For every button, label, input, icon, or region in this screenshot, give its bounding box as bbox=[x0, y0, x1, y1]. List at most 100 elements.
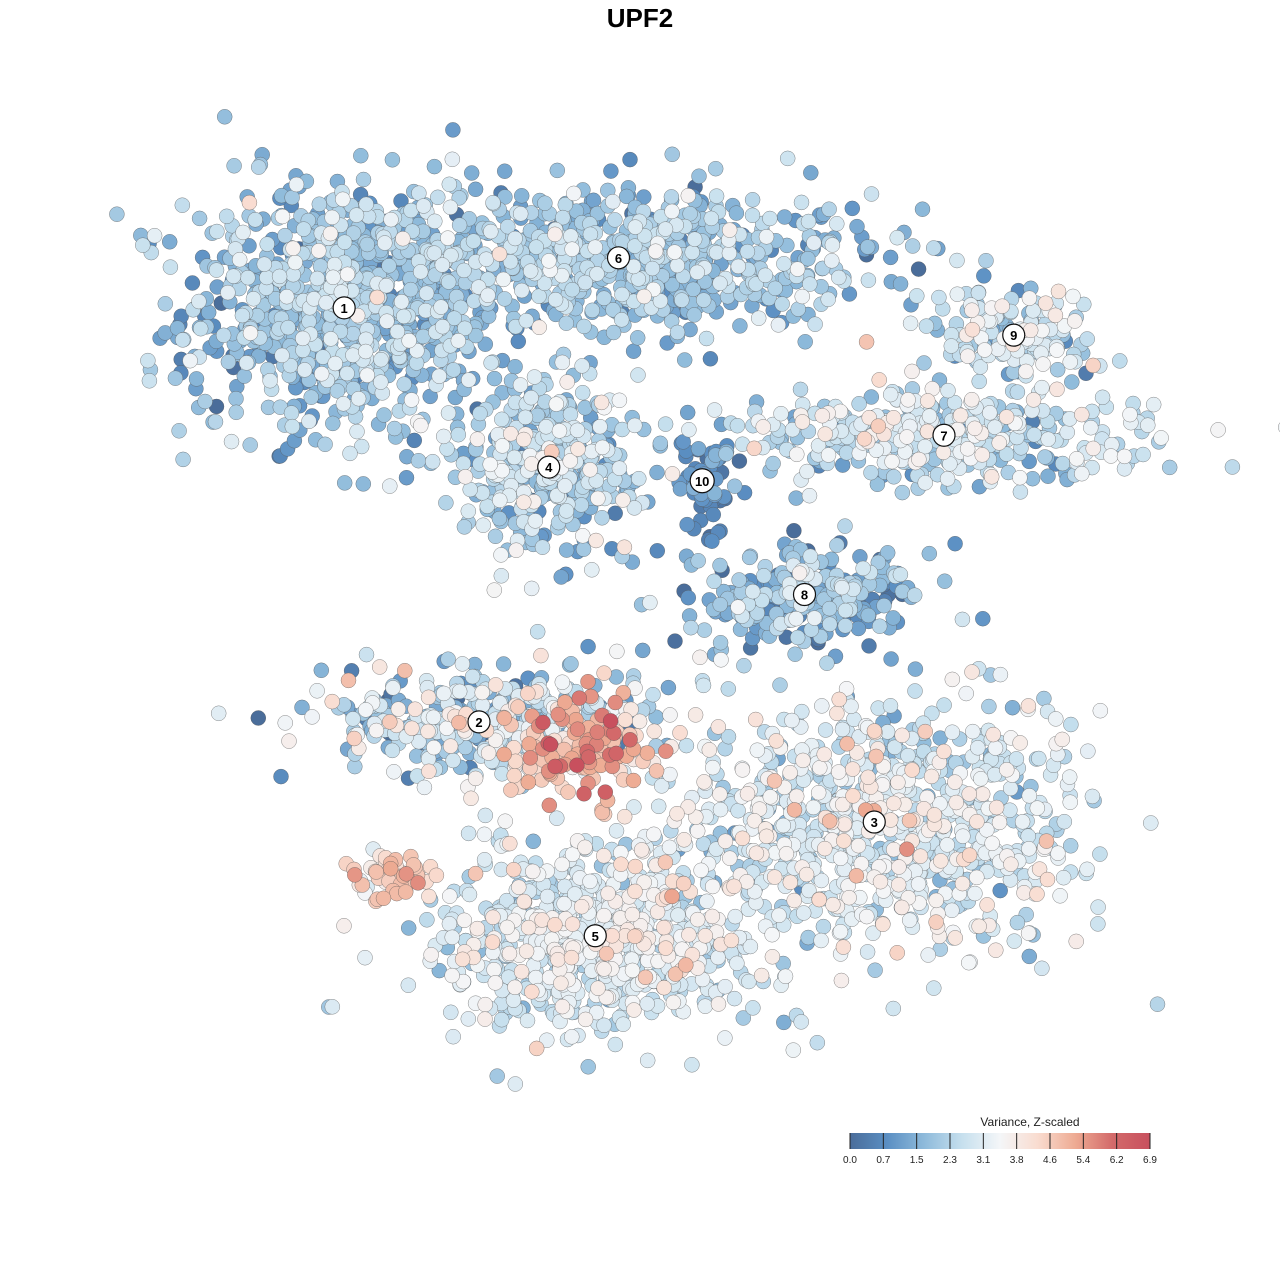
data-point bbox=[669, 324, 686, 341]
data-point bbox=[564, 241, 580, 257]
data-point bbox=[664, 203, 680, 220]
data-point bbox=[831, 269, 847, 286]
data-point bbox=[464, 668, 481, 685]
data-point bbox=[342, 445, 358, 462]
data-point bbox=[647, 243, 664, 259]
data-point bbox=[563, 656, 579, 672]
data-point bbox=[730, 599, 746, 615]
data-point bbox=[529, 623, 546, 640]
data-point bbox=[706, 573, 722, 590]
data-point bbox=[1084, 788, 1101, 805]
data-point bbox=[665, 994, 682, 1011]
data-point bbox=[899, 429, 915, 445]
data-point bbox=[917, 475, 933, 491]
data-point bbox=[501, 945, 518, 962]
data-point bbox=[486, 370, 503, 387]
data-point bbox=[157, 296, 174, 312]
data-point bbox=[324, 999, 341, 1015]
data-point bbox=[457, 320, 473, 337]
data-point bbox=[904, 238, 921, 254]
data-point bbox=[1135, 446, 1151, 463]
data-point bbox=[836, 816, 853, 832]
data-point bbox=[280, 319, 296, 336]
data-point bbox=[723, 932, 740, 949]
data-point bbox=[944, 724, 961, 740]
data-point bbox=[358, 646, 375, 663]
data-point bbox=[451, 683, 468, 700]
data-point bbox=[778, 846, 795, 862]
data-point bbox=[442, 738, 459, 754]
data-point bbox=[580, 638, 596, 655]
data-point bbox=[712, 596, 728, 613]
data-point bbox=[510, 333, 527, 350]
data-point bbox=[507, 358, 523, 375]
data-point bbox=[311, 243, 327, 259]
data-point bbox=[1040, 468, 1056, 484]
data-point bbox=[886, 739, 903, 756]
data-point bbox=[416, 779, 433, 796]
data-point bbox=[813, 872, 830, 889]
data-point bbox=[849, 218, 865, 235]
data-point bbox=[469, 431, 486, 447]
data-point bbox=[614, 286, 630, 303]
data-point bbox=[626, 1002, 642, 1018]
data-point bbox=[865, 925, 881, 941]
data-point bbox=[835, 939, 852, 955]
data-point bbox=[554, 856, 570, 873]
data-point bbox=[420, 723, 436, 740]
data-point bbox=[936, 697, 952, 713]
data-point bbox=[687, 707, 704, 723]
data-point bbox=[497, 813, 513, 829]
data-point bbox=[313, 662, 330, 679]
data-point bbox=[739, 786, 756, 802]
data-point bbox=[1145, 396, 1162, 413]
data-point bbox=[696, 774, 712, 790]
data-point bbox=[901, 912, 918, 928]
data-point bbox=[806, 610, 823, 626]
data-point bbox=[440, 230, 456, 246]
data-point bbox=[480, 745, 497, 761]
data-point bbox=[1009, 914, 1026, 931]
data-point bbox=[728, 205, 745, 221]
data-point bbox=[771, 907, 787, 924]
data-point bbox=[553, 975, 569, 992]
data-point bbox=[191, 293, 207, 310]
data-point bbox=[460, 503, 477, 519]
data-point bbox=[773, 405, 789, 422]
data-point bbox=[788, 610, 804, 627]
data-point bbox=[456, 519, 473, 535]
data-point bbox=[393, 294, 410, 310]
data-point bbox=[802, 276, 818, 292]
data-point bbox=[766, 869, 783, 885]
data-point bbox=[339, 266, 356, 283]
data-point bbox=[680, 589, 697, 606]
data-point bbox=[955, 828, 971, 844]
data-point bbox=[1092, 702, 1109, 719]
data-point bbox=[959, 441, 976, 457]
data-point bbox=[482, 456, 498, 473]
data-point bbox=[935, 444, 952, 461]
data-point bbox=[685, 281, 701, 298]
data-point bbox=[486, 961, 502, 978]
data-point bbox=[666, 244, 683, 260]
data-point bbox=[487, 528, 504, 545]
data-point bbox=[669, 805, 685, 822]
data-point bbox=[235, 224, 251, 241]
data-point bbox=[656, 919, 672, 936]
data-point bbox=[1012, 735, 1028, 751]
data-point bbox=[692, 649, 708, 666]
data-point bbox=[423, 947, 439, 963]
data-point bbox=[806, 235, 822, 251]
data-point bbox=[1112, 353, 1128, 369]
data-point bbox=[1056, 813, 1073, 830]
data-point bbox=[426, 739, 442, 756]
data-point bbox=[734, 830, 751, 847]
data-point bbox=[885, 841, 902, 858]
data-point bbox=[605, 193, 621, 210]
data-point bbox=[649, 543, 666, 559]
data-point bbox=[191, 210, 208, 227]
data-point bbox=[646, 826, 662, 843]
data-point bbox=[683, 619, 699, 636]
data-point bbox=[678, 737, 695, 754]
data-point bbox=[971, 918, 987, 935]
